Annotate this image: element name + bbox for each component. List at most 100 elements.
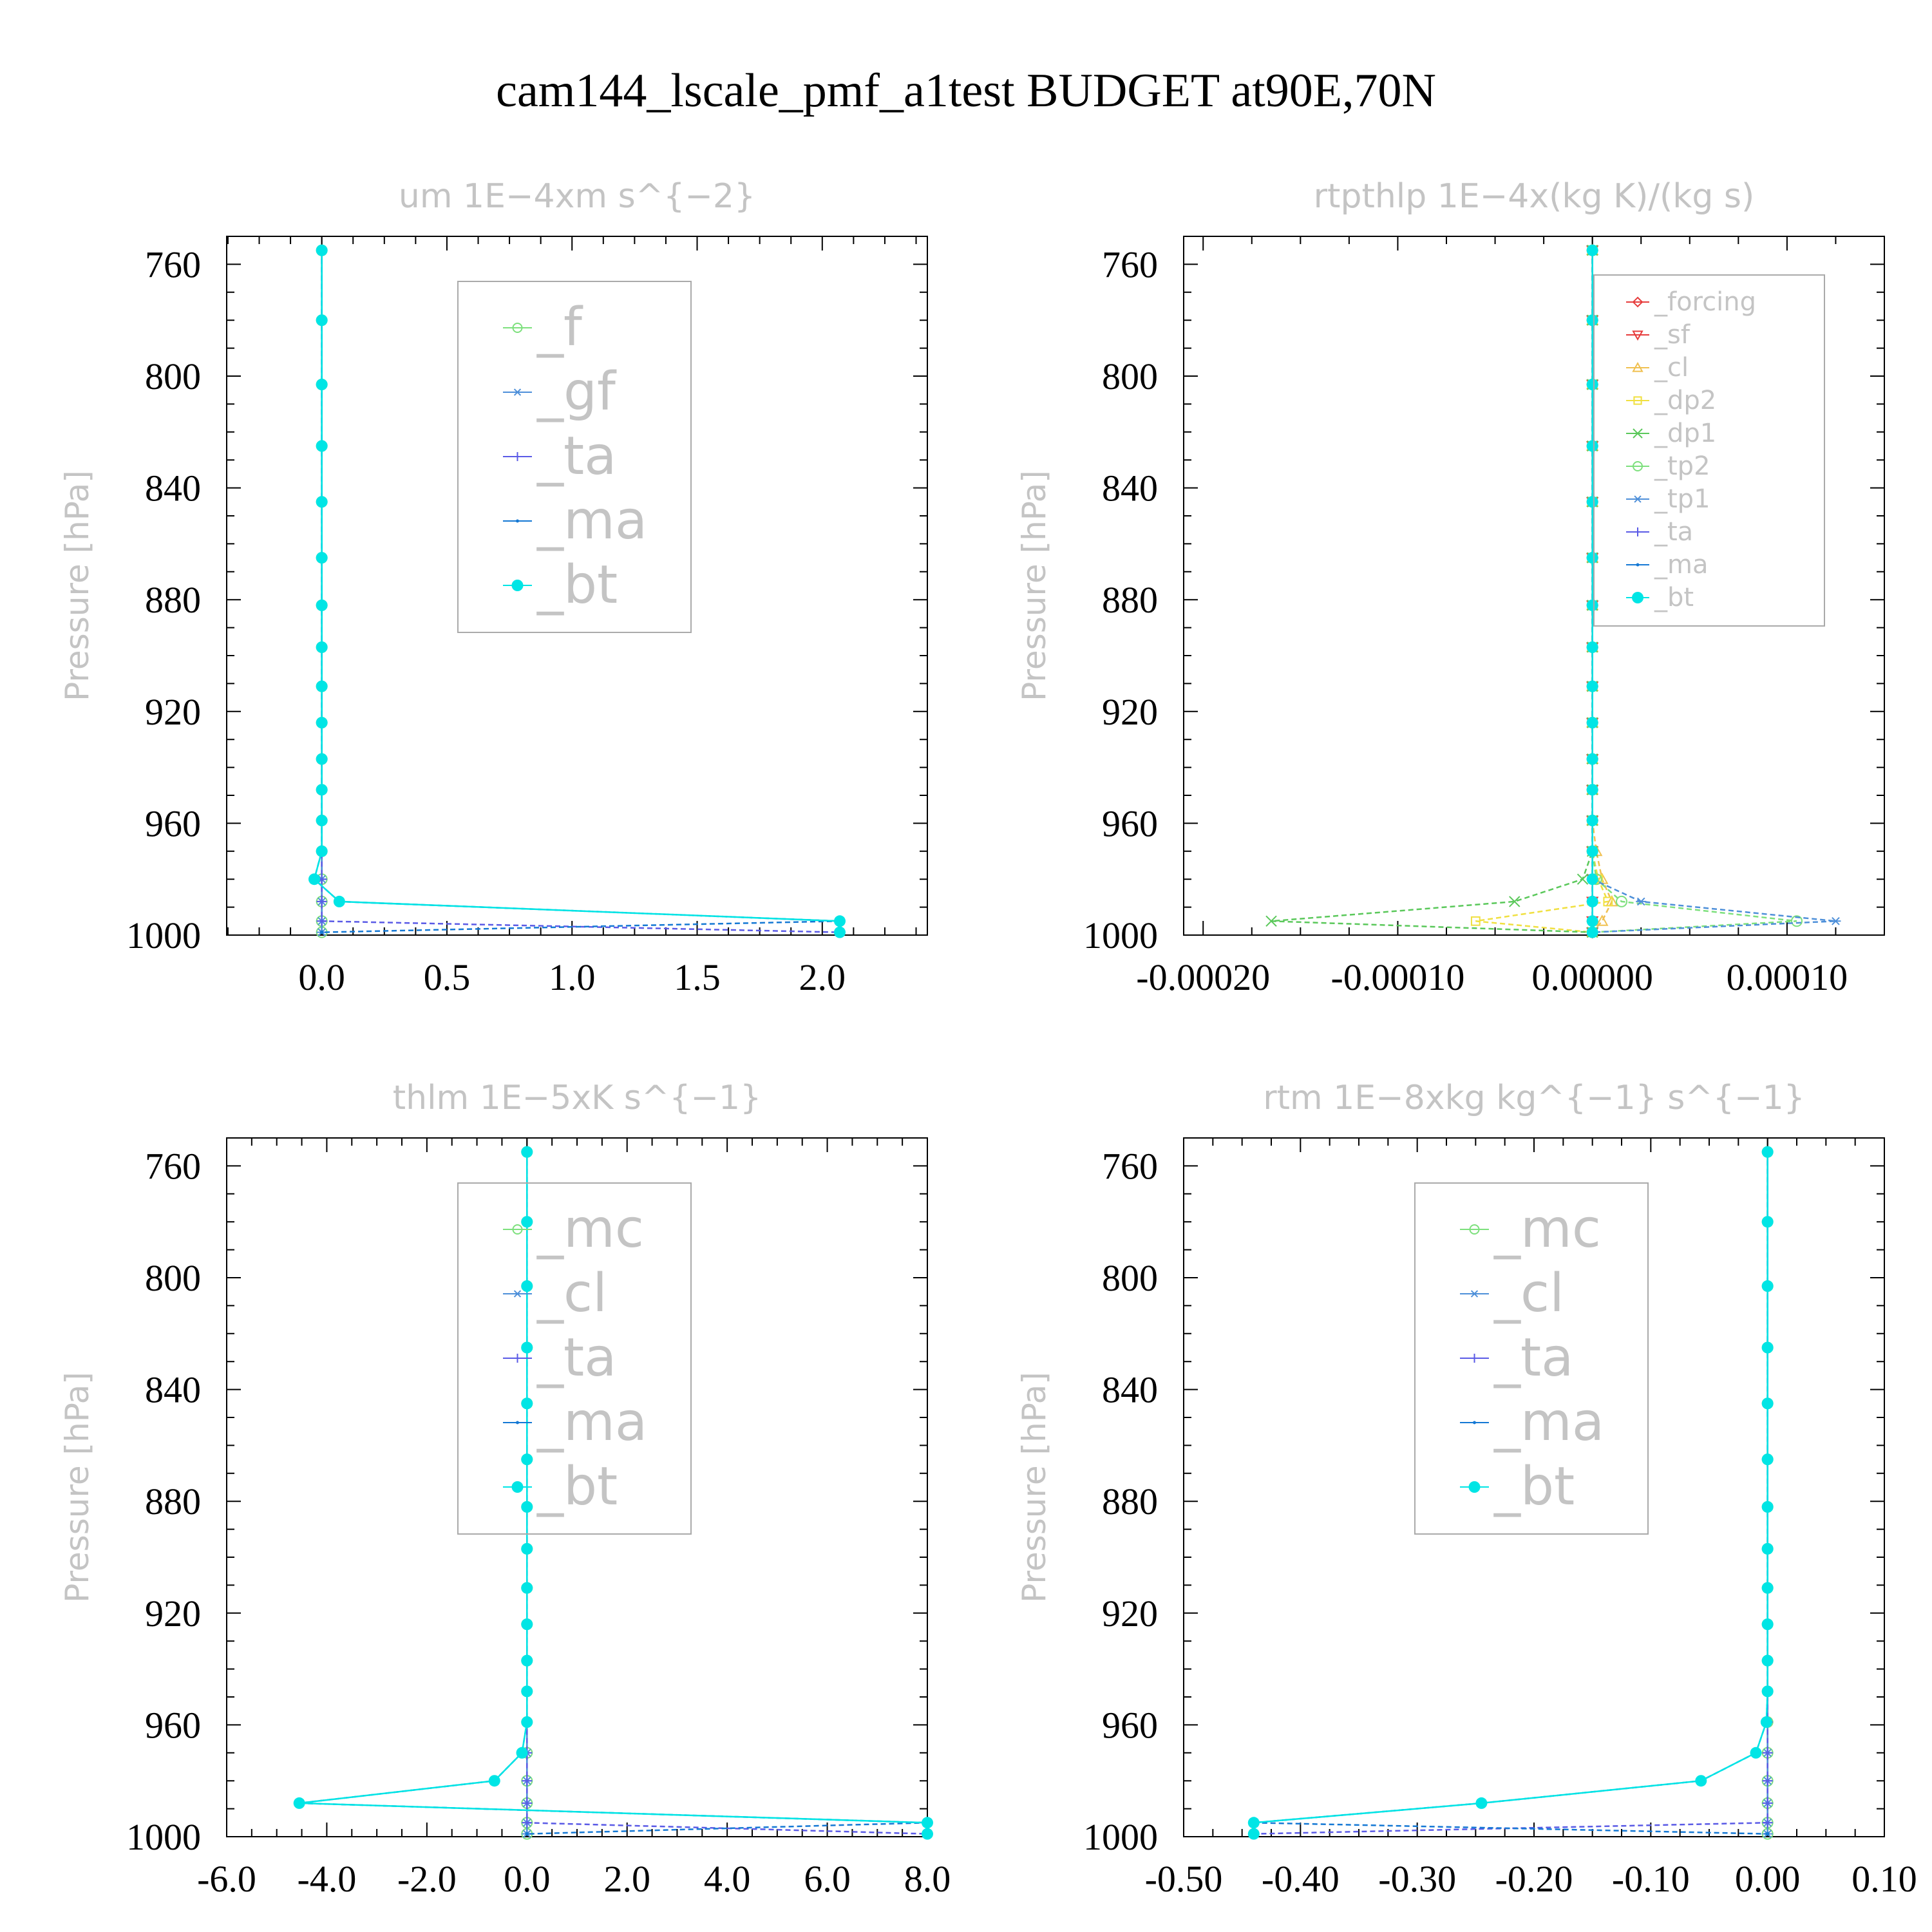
- data-point-marker: [1761, 1454, 1774, 1466]
- x-tick-label: 1.5: [674, 956, 721, 998]
- data-point-marker: [1761, 1685, 1774, 1698]
- y-axis-label: Pressure [hPa]: [1016, 470, 1053, 701]
- legend-label: _cl: [1493, 1263, 1564, 1324]
- x-tick-label: 0.5: [424, 956, 471, 998]
- data-point-marker: [1586, 815, 1598, 827]
- data-point-marker: [1586, 599, 1598, 611]
- chart-panel-1: um 1E−4xm s^{−2} Pressure [hPa] 760 800 840 8…: [59, 177, 928, 998]
- data-point-marker: [521, 1654, 533, 1667]
- x-tick-label: 2.0: [799, 956, 846, 998]
- y-tick-label: 960: [145, 1704, 201, 1746]
- data-point-marker: [1761, 1216, 1774, 1228]
- data-point-marker: [1586, 314, 1598, 327]
- data-point-marker: [513, 1290, 522, 1298]
- legend-box: [1593, 274, 1825, 627]
- data-point-marker: [525, 1832, 529, 1836]
- y-axis-label: Pressure [hPa]: [59, 1372, 96, 1603]
- series-line: [299, 1151, 929, 1834]
- legend: _forcing_sf_cl _dp2 _dp1 _tp2_tp1_ta_ma _bt: [1593, 274, 1825, 627]
- data-point-marker: [511, 580, 524, 591]
- figure-title: cam144_lscale_pmf_a1test BUDGET at90E,70…: [496, 64, 1436, 117]
- data-point-marker: [1470, 916, 1481, 926]
- data-point-marker: [1762, 1817, 1773, 1828]
- data-point-marker: [1632, 296, 1643, 308]
- x-tick-label: -0.20: [1495, 1858, 1573, 1900]
- y-tick-label: 1000: [126, 1816, 201, 1858]
- x-tick-label: -0.00020: [1136, 956, 1270, 998]
- data-point-marker: [1791, 915, 1803, 927]
- y-tick-label: 920: [145, 691, 201, 733]
- data-point-marker: [1247, 1828, 1260, 1840]
- y-tick-label: 880: [1102, 1481, 1158, 1522]
- data-point-marker: [1761, 1618, 1774, 1631]
- x-tick-label: 0.00000: [1531, 956, 1653, 998]
- data-point-marker: [521, 1542, 533, 1555]
- x-tick-label: 1.0: [549, 956, 596, 998]
- data-point-marker: [1470, 1290, 1479, 1298]
- data-point-marker: [521, 1280, 533, 1293]
- y-tick-label: 760: [1102, 243, 1158, 285]
- data-point-marker: [521, 1397, 533, 1410]
- data-point-marker: [522, 1776, 533, 1786]
- data-point-marker: [1761, 1542, 1774, 1555]
- data-point-marker: [1586, 915, 1598, 927]
- x-tick-label: 0.00010: [1727, 956, 1848, 998]
- data-point-marker: [1762, 1747, 1773, 1758]
- data-point-marker: [316, 680, 328, 692]
- data-point-marker: [521, 1685, 533, 1698]
- data-point-marker: [516, 1747, 528, 1759]
- x-tick-label: -0.40: [1262, 1858, 1340, 1900]
- data-point-marker: [1509, 896, 1520, 907]
- data-point-marker: [1761, 1341, 1774, 1354]
- legend: _f_gf_ta_ma_bt: [457, 281, 692, 633]
- series-line: [1253, 1151, 1768, 1834]
- x-tick-label: -2.0: [397, 1858, 457, 1900]
- data-point-marker: [512, 323, 523, 333]
- x-tick-label: -4.0: [298, 1858, 357, 1900]
- y-tick-label: 1000: [126, 914, 201, 956]
- data-point-marker: [316, 314, 328, 327]
- data-point-marker: [522, 1817, 533, 1828]
- legend-label: _sf: [1654, 320, 1690, 350]
- data-point-marker: [1586, 379, 1598, 391]
- y-tick-label: 800: [1102, 1257, 1158, 1299]
- data-point-marker: [316, 440, 328, 452]
- x-tick-label: 6.0: [804, 1858, 851, 1900]
- x-tick-label: -0.50: [1145, 1858, 1223, 1900]
- data-point-marker: [1761, 1397, 1774, 1410]
- data-point-marker: [316, 845, 328, 857]
- chart-panel-3: thlm 1E−5xK s^{−1} Pressure [hPa] 760 800 84…: [59, 1079, 951, 1900]
- y-tick-label: 840: [145, 1369, 201, 1411]
- data-point-marker: [1473, 1421, 1476, 1425]
- data-point-marker: [1762, 1797, 1773, 1808]
- x-tick-label: 0.00: [1735, 1858, 1801, 1900]
- series-line: [1271, 250, 1593, 933]
- series-line: [1591, 250, 1613, 933]
- legend-label: _ta: [536, 426, 616, 487]
- panel-title: um 1E−4xm s^{−2}: [399, 177, 755, 216]
- y-tick-label: 760: [145, 1145, 201, 1187]
- data-point-marker: [834, 915, 846, 927]
- data-point-marker: [1761, 1654, 1774, 1667]
- legend-label: _bt: [536, 1456, 618, 1517]
- data-point-marker: [1586, 753, 1598, 765]
- data-point-marker: [1633, 428, 1643, 439]
- legend-label: _mc: [536, 1198, 644, 1260]
- legend-label: _forcing: [1654, 287, 1756, 317]
- y-axis-label: Pressure [hPa]: [1016, 1372, 1053, 1603]
- data-point-marker: [1632, 361, 1643, 372]
- y-axis-label: Pressure [hPa]: [59, 470, 96, 701]
- y-tick-label: 880: [1102, 579, 1158, 621]
- data-point-marker: [316, 552, 328, 564]
- data-point-marker: [316, 379, 328, 391]
- y-tick-label: 760: [1102, 1145, 1158, 1187]
- x-tick-label: 8.0: [904, 1858, 951, 1900]
- series-dp1: [1265, 244, 1598, 938]
- y-tick-label: 960: [145, 802, 201, 844]
- data-point-marker: [1247, 1817, 1260, 1829]
- legend-box: [1414, 1182, 1649, 1535]
- series-bt: [1247, 1146, 1774, 1840]
- data-point-marker: [316, 916, 327, 927]
- data-point-marker: [1586, 641, 1598, 653]
- data-point-marker: [521, 1454, 533, 1466]
